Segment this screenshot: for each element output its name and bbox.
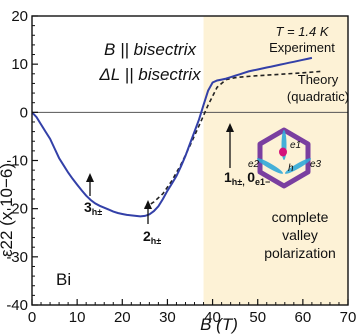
y-tick-label: -40 [6, 297, 28, 314]
y-axis-label: ε22 (x 10−6) [0, 163, 16, 257]
x-ticks: 0 10 20 30 40 50 60 70 [28, 299, 356, 326]
ellipse-e3 [284, 158, 312, 174]
material-label: Bi [56, 270, 71, 289]
experiment-series [32, 56, 313, 218]
orientation-line2: ΔL || bisectrix [98, 65, 201, 84]
hole-pocket [279, 147, 287, 157]
y-tick-label: 10 [11, 56, 28, 73]
svg-text:e1: e1 [290, 140, 301, 151]
theory-label: Theory [298, 72, 339, 87]
polarization-line2: valley [282, 227, 318, 243]
svg-text:3h±: 3h± [84, 199, 102, 217]
marker-1h-0e1: 1h±, 0e1− [224, 123, 270, 187]
y-tick-label: 20 [11, 8, 28, 25]
x-tick-label: 10 [69, 309, 86, 326]
marker-3h: 3h± [84, 173, 102, 217]
x-tick-label: 40 [204, 309, 221, 326]
y-tick-label: -10 [6, 153, 28, 170]
theory-series [144, 70, 321, 209]
polarization-line3: polarization [264, 245, 336, 261]
marker-2h: 2h± [143, 200, 161, 246]
y-tick-label: 0 [20, 104, 28, 121]
svg-text:1h±, 0e1−: 1h±, 0e1− [224, 169, 270, 187]
y-tick-label: -20 [6, 201, 28, 218]
hexagon-shape [257, 127, 311, 189]
orientation-line1: B || bisectrix [104, 40, 196, 59]
svg-text:2h±: 2h± [143, 228, 161, 246]
x-tick-label: 20 [114, 309, 131, 326]
polarization-region [203, 16, 348, 305]
svg-text:e3: e3 [310, 159, 322, 170]
x-tick-label: 0 [28, 309, 36, 326]
x-tick-label: 60 [295, 309, 312, 326]
valley-inset: e1 e2 e3 h [248, 127, 322, 189]
x-tick-label: 70 [340, 309, 356, 326]
x-axis-label: B (T) [200, 315, 238, 334]
ellipse-e2 [256, 158, 284, 174]
svg-text:h: h [288, 163, 294, 174]
y-ticks: 20 10 0 -10 -20 -30 -40 [6, 8, 38, 314]
polarization-line1: complete [272, 209, 329, 225]
experiment-label: Experiment [269, 40, 335, 55]
theory-sub-label: (quadratic) [287, 89, 349, 104]
y-tick-label: -30 [6, 249, 28, 266]
temperature-label: T = 1.4 K [275, 24, 329, 39]
x-tick-label: 30 [159, 309, 176, 326]
x-tick-label: 50 [249, 309, 266, 326]
svg-text:e2: e2 [248, 159, 260, 170]
